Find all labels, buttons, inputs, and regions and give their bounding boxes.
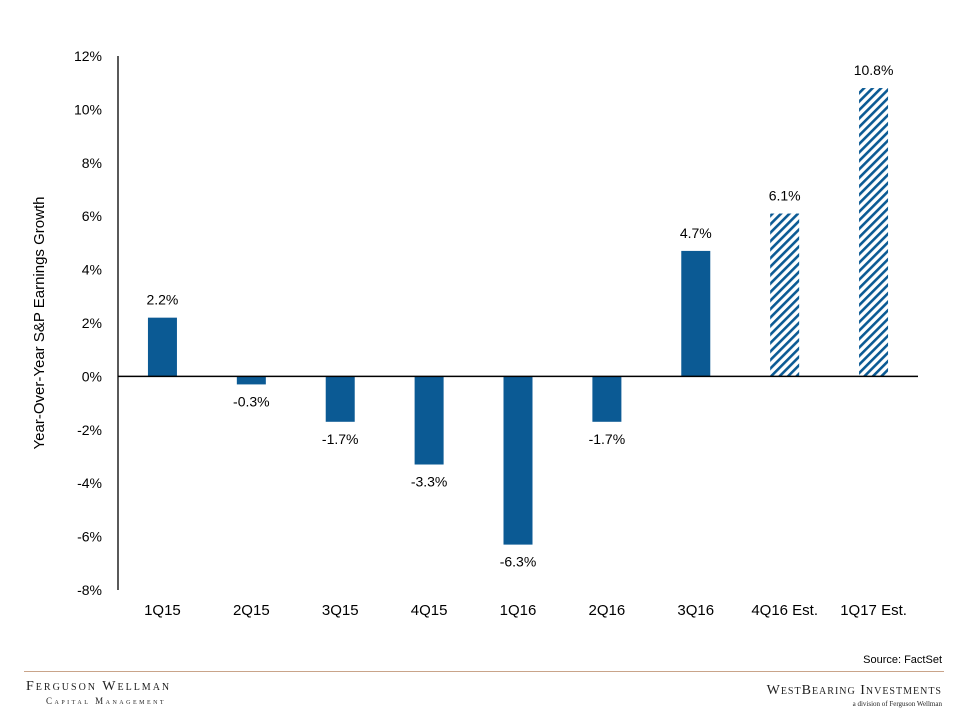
- y-tick-label: -8%: [77, 582, 102, 598]
- data-label: -6.3%: [500, 554, 537, 570]
- bar: [325, 376, 355, 422]
- y-tick-label: 4%: [82, 262, 102, 278]
- y-tick-label: -2%: [77, 422, 102, 438]
- y-axis-title: Year-Over-Year S&P Earnings Growth: [31, 197, 48, 450]
- x-axis: 1Q15 2Q15 3Q15 4Q15 1Q16 2Q16 3Q16 4Q16 Est. 1Q1…: [118, 375, 918, 619]
- bar: [236, 376, 266, 385]
- logo-left-subtitle: Capital Management: [46, 696, 167, 706]
- x-tick-label: 1Q17 Est.: [840, 602, 907, 619]
- y-tick-label: -4%: [77, 475, 102, 491]
- data-label: 2.2%: [146, 292, 178, 308]
- data-label: 6.1%: [769, 188, 801, 204]
- earnings-growth-chart: 12% 10% 8% 6% 4% 2% 0% -2% -4% -6% -8% 2.2% -0.3% -1…: [31, 48, 918, 619]
- estimate-bar: [770, 213, 800, 377]
- estimate-bar: [859, 88, 889, 377]
- y-tick-label: -6%: [77, 529, 102, 545]
- bar: [147, 317, 177, 377]
- bar: [414, 376, 444, 465]
- x-tick-label: 2Q16: [589, 602, 626, 619]
- bars: [147, 88, 889, 545]
- y-tick-label: 12%: [74, 48, 102, 64]
- ferguson-wellman-logo: Ferguson Wellman Capital Management: [26, 679, 171, 706]
- x-tick-label: 3Q16: [677, 602, 714, 619]
- westbearing-logo: WestBearing Investments a division of Fe…: [767, 683, 942, 708]
- data-labels: 2.2% -0.3% -1.7% -3.3% -6.3% -1.7% 4.7% 6.1% 10.…: [146, 62, 893, 570]
- footer-divider: [24, 671, 944, 672]
- y-tick-label: 8%: [82, 155, 102, 171]
- x-tick-label: 1Q16: [500, 602, 537, 619]
- data-label: -1.7%: [322, 431, 359, 447]
- data-label: 4.7%: [680, 225, 712, 241]
- y-tick-label: 10%: [74, 101, 102, 117]
- data-label: -3.3%: [411, 474, 448, 490]
- y-tick-label: 0%: [82, 368, 102, 384]
- data-label: -1.7%: [589, 431, 626, 447]
- bar: [681, 250, 711, 377]
- x-tick-label: 4Q16 Est.: [751, 602, 818, 619]
- x-tick-label: 2Q15: [233, 602, 270, 619]
- x-tick-label: 1Q15: [144, 602, 181, 619]
- x-tick-label: 3Q15: [322, 602, 359, 619]
- bar: [592, 376, 622, 422]
- source-note: Source: FactSet: [863, 654, 942, 666]
- bar: [503, 376, 533, 545]
- data-label: -0.3%: [233, 393, 270, 409]
- logo-left-name: Ferguson Wellman: [26, 679, 172, 694]
- x-tick-label: 4Q15: [411, 602, 448, 619]
- logo-right-name: WestBearing Investments: [766, 683, 942, 698]
- y-tick-label: 2%: [82, 315, 102, 331]
- y-axis: 12% 10% 8% 6% 4% 2% 0% -2% -4% -6% -8%: [74, 48, 119, 598]
- y-tick-label: 6%: [82, 208, 102, 224]
- data-label: 10.8%: [854, 62, 894, 78]
- logo-right-subtitle: a division of Ferguson Wellman: [852, 700, 942, 708]
